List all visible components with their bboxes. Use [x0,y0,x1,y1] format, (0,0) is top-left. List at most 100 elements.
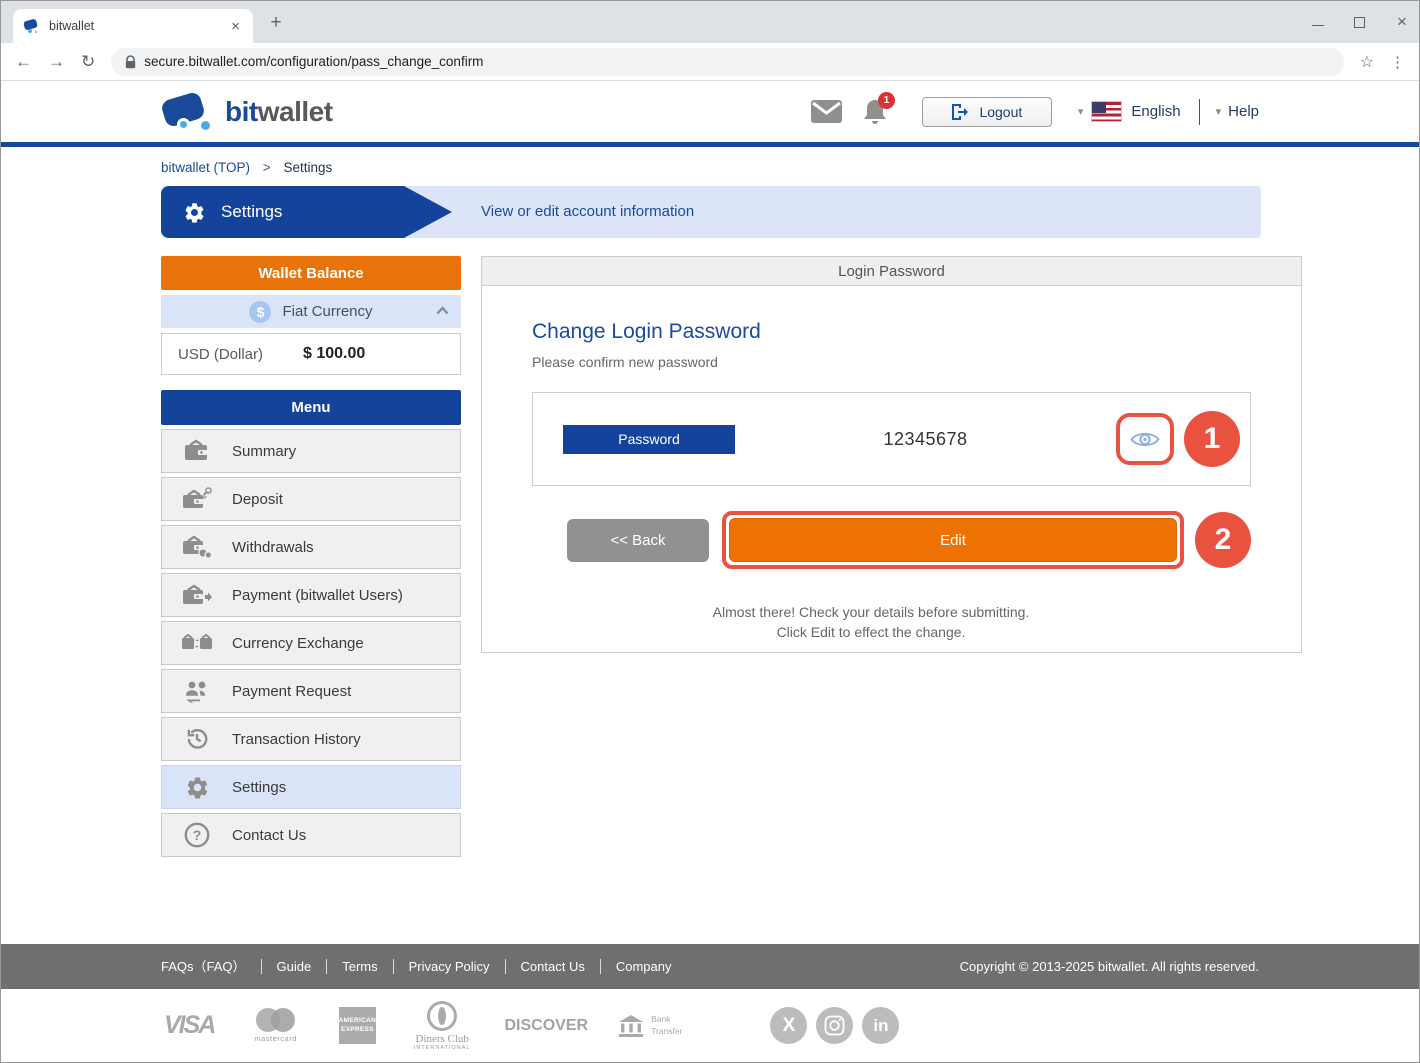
footer-link-company[interactable]: Company [599,959,687,974]
sidebar-item-label: Settings [232,778,287,796]
browser-menu-icon[interactable]: ⋮ [1390,53,1405,71]
logout-button[interactable]: Logout [921,96,1052,127]
back-button[interactable]: << Back [567,518,709,562]
address-bar[interactable]: secure.bitwallet.com/configuration/pass_… [111,47,1344,76]
sidebar-item-summary[interactable]: Summary [161,429,461,473]
language-caret-icon[interactable]: ▾ [1077,106,1084,118]
footer-link-contact[interactable]: Contact Us [504,959,600,974]
help-caret-icon[interactable]: ▾ [1215,106,1222,118]
bank-transfer-text: Bank Transfer [651,1014,683,1036]
note-line-2: Click Edit to effect the change. [776,624,966,641]
forward-icon[interactable]: → [48,51,65,71]
sidebar-item-contact-us[interactable]: ? Contact Us [161,813,461,857]
footer: FAQs（FAQ） Guide Terms Privacy Policy Con… [1,944,1419,989]
footer-links: FAQs（FAQ） Guide Terms Privacy Policy Con… [161,959,686,974]
instagram-icon[interactable] [816,1007,854,1044]
bookmark-star-icon[interactable]: ☆ [1359,53,1374,71]
help-link[interactable]: Help [1228,103,1259,120]
password-confirm-box: Password 12345678 1 [532,392,1251,486]
header-divider [1198,98,1200,125]
bitwallet-favicon-icon [23,18,41,34]
step-1-badge: 1 [1184,411,1240,467]
tab-close-icon[interactable]: × [231,17,240,35]
svg-text:?: ? [193,827,202,843]
sidebar-item-settings[interactable]: Settings [161,765,461,809]
back-icon[interactable]: ← [15,51,32,71]
diners-club-logo: Diners Club INTERNATIONAL [414,1000,471,1051]
bank-icon [619,1014,644,1037]
sidebar-item-payment[interactable]: Payment (bitwallet Users) [161,573,461,617]
mastercard-logo: mastercard [254,1008,297,1043]
linkedin-icon[interactable]: in [862,1007,900,1044]
dollar-circle-icon: $ [249,300,272,323]
deposit-wallet-icon [178,487,216,511]
sidebar-item-currency-exchange[interactable]: Currency Exchange [161,621,461,665]
breadcrumb-current: Settings [283,160,333,175]
banner-subtitle: View or edit account information [481,203,695,220]
sidebar-item-label: Withdrawals [232,538,314,556]
usd-balance-row: USD (Dollar) $ 100.00 [161,333,461,375]
mail-icon[interactable] [810,100,842,123]
new-tab-button[interactable]: + [270,12,282,33]
sidebar-item-label: Contact Us [232,826,307,844]
currency-exchange-icon [178,631,216,655]
bitwallet-logo-icon [159,90,213,134]
window-close-button[interactable]: × [1397,12,1407,31]
breadcrumb-home-link[interactable]: bitwallet (TOP) [161,160,251,175]
site-header: bitwallet 1 Logout ▾ English ▾ Help [1,81,1419,147]
settings-banner: Settings View or edit account informatio… [161,186,1261,238]
visa-logo: VISA [164,1011,216,1039]
fiat-currency-label: Fiat Currency [282,303,373,320]
payment-strip: VISA mastercard AMERICAN EXPRESS Diners … [1,989,1419,1062]
tab-title: bitwallet [49,19,95,33]
sidebar-item-label: Payment Request [232,682,352,700]
copyright-text: Copyright © 2013-2025 bitwallet. All rig… [959,959,1259,974]
maximize-button[interactable] [1354,16,1365,28]
payment-request-icon [178,679,216,703]
fiat-currency-row[interactable]: $ Fiat Currency [161,295,461,328]
sidebar-item-payment-request[interactable]: Payment Request [161,669,461,713]
footer-link-faqs[interactable]: FAQs（FAQ） [161,959,246,974]
bitwallet-logo[interactable]: bitwallet [159,90,333,134]
sidebar-item-label: Currency Exchange [232,634,364,652]
breadcrumb: bitwallet (TOP) > Settings [161,160,1419,175]
sidebar-item-label: Payment (bitwallet Users) [232,586,403,604]
sidebar-item-label: Summary [232,442,297,460]
footer-link-privacy[interactable]: Privacy Policy [392,959,505,974]
sidebar: Wallet Balance $ Fiat Currency USD (Doll… [161,256,461,857]
sidebar-item-transaction-history[interactable]: Transaction History [161,717,461,761]
sidebar-item-label: Deposit [232,490,283,508]
main-panel: Login Password Change Login Password Ple… [481,256,1302,653]
bank-transfer-logo: Bank Transfer [618,1014,682,1038]
currency-name: USD (Dollar) [178,345,264,363]
password-value: 12345678 [883,428,968,449]
notification-bell-icon[interactable]: 1 [862,91,895,126]
sidebar-item-deposit[interactable]: Deposit [161,477,461,521]
footer-link-guide[interactable]: Guide [260,959,327,974]
language-label[interactable]: English [1131,103,1181,120]
logout-icon [952,103,969,120]
lock-icon [126,54,136,68]
browser-toolbar: ← → ↻ secure.bitwallet.com/configuration… [1,43,1419,81]
banner-title: Settings [221,202,283,221]
gear-icon [178,775,216,800]
withdrawal-wallet-icon [178,535,216,559]
eye-icon[interactable] [1129,429,1161,450]
wallet-icon [178,439,216,463]
us-flag-icon [1091,101,1123,122]
sidebar-item-withdrawals[interactable]: Withdrawals [161,525,461,569]
page-subtitle: Please confirm new password [532,354,718,370]
edit-button[interactable]: Edit [729,518,1177,562]
notification-count-badge: 1 [877,91,895,109]
page-content: bitwallet (TOP) > Settings Settings View… [1,147,1419,944]
minimize-button[interactable] [1312,18,1324,26]
note-line-1: Almost there! Check your details before … [712,604,1030,620]
reload-icon[interactable]: ↻ [81,51,96,71]
password-reveal-annotation [1116,413,1174,465]
window-controls: × [1312,1,1409,43]
footer-link-terms[interactable]: Terms [326,959,392,974]
x-twitter-icon[interactable]: X [770,1007,808,1044]
browser-tab[interactable]: bitwallet × [13,9,253,43]
transaction-history-icon [178,726,216,752]
